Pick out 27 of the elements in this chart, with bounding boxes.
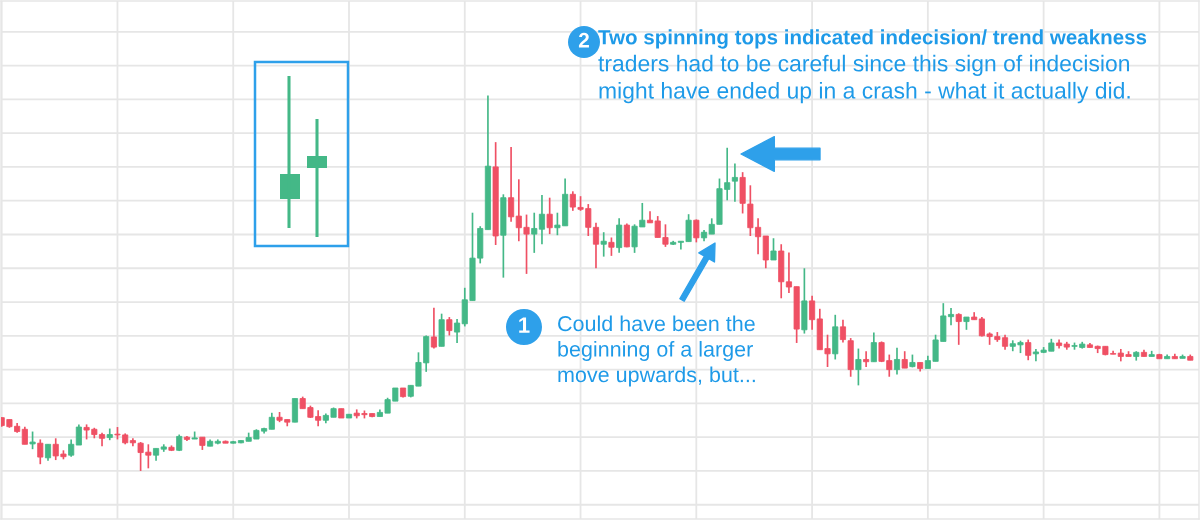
candlestick: [809, 294, 816, 331]
candlestick: [430, 306, 437, 350]
text: 2: [578, 32, 589, 48]
annotation: traders had to be careful since this sign of indecision might have ended up in a crash - what it actually did.: [598, 54, 1130, 104]
candlestick: [446, 316, 453, 337]
candlestick: [454, 318, 461, 344]
candlestick: [839, 318, 847, 344]
candlestick: [863, 350, 870, 368]
candlestick: [870, 331, 877, 363]
candlestick: [616, 217, 623, 254]
candlestick: [1025, 338, 1032, 362]
candlestick: [75, 423, 82, 446]
candlestick: [291, 397, 299, 423]
candlestick: [955, 312, 962, 346]
text: Two spinning tops indicated indecision/ trend weakness: [598, 29, 1147, 49]
candlestick: [893, 346, 901, 376]
candlestick: [693, 218, 700, 244]
candlestick: [731, 162, 738, 203]
candlestick: [37, 438, 44, 466]
annotation: 1: [519, 317, 530, 333]
candlestick: [855, 347, 862, 387]
candlestick: [608, 236, 615, 257]
annotation: Could have been the beginning of a larger move upwards, but...: [558, 315, 755, 387]
candlestick: [600, 231, 607, 258]
candlestick: [546, 196, 553, 235]
candlestick: [770, 237, 777, 261]
candlestick: [508, 146, 515, 223]
